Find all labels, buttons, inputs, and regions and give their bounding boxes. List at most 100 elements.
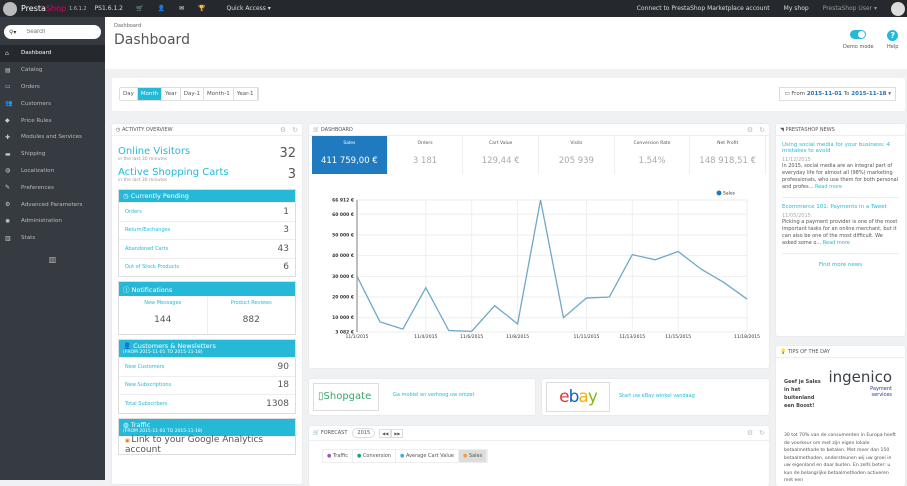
breadcrumb[interactable]: Dashboard bbox=[114, 23, 142, 29]
product-reviews-link[interactable]: Product Reviews bbox=[230, 300, 272, 306]
list-item[interactable]: New Subscriptions 18 bbox=[119, 375, 295, 395]
next-year-button[interactable]: ▶▶ bbox=[391, 428, 404, 438]
sidebar-item-advanced-parameters[interactable]: ⚙ Advanced Parameters bbox=[0, 196, 105, 213]
read-more-link[interactable]: Read more bbox=[822, 240, 850, 246]
collapse-sidebar-icon[interactable]: ▥ bbox=[48, 254, 57, 264]
item-label[interactable]: Abandoned Carts bbox=[125, 245, 169, 252]
user-icon[interactable]: 👤 bbox=[157, 5, 165, 12]
sidebar-item-dashboard[interactable]: ⌂ Dashboard bbox=[0, 45, 105, 62]
news-title-link[interactable]: Using social media for your business: 4 … bbox=[782, 142, 890, 154]
data-point[interactable] bbox=[470, 330, 473, 333]
shop-link[interactable]: PS1.6.1.2 bbox=[94, 5, 123, 12]
refresh-icon[interactable]: ↻ bbox=[759, 125, 765, 134]
data-point[interactable] bbox=[401, 328, 404, 331]
item-label[interactable]: Return/Exchanges bbox=[125, 227, 171, 234]
forecast-tab-sales[interactable]: ● Sales bbox=[458, 450, 488, 462]
kpi-net-profit[interactable]: Net Profit 148 918,51 € bbox=[690, 136, 767, 174]
data-point[interactable] bbox=[539, 199, 542, 202]
cart-icon[interactable]: 🛒 bbox=[135, 5, 144, 12]
filter-day[interactable]: Day bbox=[120, 88, 138, 100]
list-item[interactable]: Total Subscribers 1308 bbox=[119, 394, 295, 413]
data-point[interactable] bbox=[746, 298, 749, 301]
ebay-link[interactable]: Start uw eBay winkel vandaag bbox=[619, 393, 695, 399]
ga-link[interactable]: ▣ Link to your Google Analytics account bbox=[125, 435, 289, 455]
search-input[interactable] bbox=[26, 29, 87, 35]
filter-day-1[interactable]: Day-1 bbox=[181, 88, 205, 100]
refresh-icon[interactable]: ↻ bbox=[759, 429, 765, 437]
config-icon[interactable]: ⚙ bbox=[746, 429, 754, 437]
read-more-link[interactable]: Read more bbox=[814, 184, 843, 190]
data-point[interactable] bbox=[562, 316, 565, 319]
sidebar-item-shipping[interactable]: ▬ Shipping bbox=[0, 146, 105, 163]
shopgate-logo[interactable]: ▯Shopgate bbox=[313, 383, 379, 411]
filter-month-1[interactable]: Month-1 bbox=[204, 88, 234, 100]
shopgate-link[interactable]: Ga mobiel en verhoog uw omzet bbox=[393, 392, 475, 398]
prev-year-button[interactable]: ◀◀ bbox=[379, 428, 392, 438]
avatar[interactable] bbox=[891, 1, 905, 16]
sidebar-item-catalog[interactable]: ▤ Catalog bbox=[0, 62, 105, 79]
item-label[interactable]: New Subscriptions bbox=[125, 382, 172, 389]
legend-marker[interactable] bbox=[716, 190, 722, 196]
data-point[interactable] bbox=[631, 253, 634, 256]
data-point[interactable] bbox=[378, 320, 381, 323]
online-visitors-label[interactable]: Online Visitors bbox=[118, 146, 191, 157]
data-point[interactable] bbox=[700, 268, 703, 271]
kpi-visits[interactable]: Visits 205 939 bbox=[539, 136, 615, 174]
data-point[interactable] bbox=[608, 296, 611, 299]
help-button[interactable]: ? Help bbox=[887, 30, 898, 50]
my-shop-link[interactable]: My shop bbox=[783, 5, 809, 12]
sidebar-item-modules-and-services[interactable]: ✚ Modules and Services bbox=[0, 129, 105, 146]
sidebar-item-localization[interactable]: ◍ Localization bbox=[0, 163, 105, 180]
search-icon[interactable]: ⚲▾ bbox=[9, 28, 17, 36]
data-point[interactable] bbox=[447, 329, 450, 332]
new-messages-link[interactable]: New Messages bbox=[144, 300, 182, 306]
forecast-tab-average-cart-value[interactable]: ● Average Cart Value bbox=[396, 450, 459, 462]
data-point[interactable] bbox=[493, 304, 496, 307]
sidebar-item-stats[interactable]: ▥ Stats bbox=[0, 230, 105, 247]
forecast-tab-conversion[interactable]: ● Conversion bbox=[353, 450, 396, 462]
data-point[interactable] bbox=[585, 297, 588, 300]
list-item[interactable]: Out of Stock Products 6 bbox=[119, 257, 295, 277]
prestashop-logo[interactable] bbox=[3, 1, 17, 16]
config-icon[interactable]: ⚙ bbox=[746, 125, 754, 134]
ingenico-logo[interactable]: ingenico Payment services bbox=[818, 368, 892, 398]
filter-month[interactable]: Month bbox=[137, 88, 163, 100]
quick-access-menu[interactable]: Quick Access ▾ bbox=[226, 5, 271, 12]
user-menu[interactable]: PrestaShop User ▾ bbox=[822, 5, 877, 12]
kpi-cart-value[interactable]: Cart Value 129,44 € bbox=[463, 136, 540, 174]
sidebar-item-preferences[interactable]: ✎ Preferences bbox=[0, 179, 105, 196]
data-point[interactable] bbox=[424, 286, 427, 289]
demo-mode-toggle[interactable]: Demo mode bbox=[843, 30, 874, 50]
filter-year-1[interactable]: Year-1 bbox=[234, 88, 258, 100]
list-item[interactable]: New Customers 90 bbox=[119, 357, 295, 376]
item-label[interactable]: Orders bbox=[125, 208, 142, 215]
sidebar-item-administration[interactable]: ✺ Administration bbox=[0, 213, 105, 230]
list-item[interactable]: Abandoned Carts 43 bbox=[119, 239, 295, 258]
kpi-conversion-rate[interactable]: Conversion Rate 1.54% bbox=[615, 136, 691, 174]
ebay-logo[interactable]: ebay bbox=[546, 382, 610, 412]
kpi-sales[interactable]: Sales 411 759,00 € bbox=[312, 136, 388, 174]
refresh-icon[interactable]: ↻ bbox=[292, 125, 298, 134]
item-label[interactable]: Total Subscribers bbox=[125, 400, 168, 407]
filter-year[interactable]: Year bbox=[162, 88, 181, 100]
data-point[interactable] bbox=[677, 250, 680, 253]
data-point[interactable] bbox=[516, 322, 519, 325]
data-point[interactable] bbox=[356, 275, 359, 278]
item-label[interactable]: Out of Stock Products bbox=[125, 264, 180, 271]
news-title-link[interactable]: Ecommerce 101: Payments in a Tweet bbox=[782, 204, 887, 210]
config-icon[interactable]: ⚙ bbox=[279, 125, 287, 134]
data-point[interactable] bbox=[654, 258, 657, 261]
marketplace-connect-link[interactable]: Connect to PrestaShop Marketplace accoun… bbox=[636, 5, 770, 12]
sidebar-item-customers[interactable]: 👥 Customers bbox=[0, 95, 105, 112]
mail-icon[interactable]: ✉ bbox=[178, 5, 184, 12]
list-item[interactable]: Orders 1 bbox=[119, 202, 295, 221]
find-more-news-link[interactable]: Find more news bbox=[818, 262, 863, 268]
date-range-picker[interactable]: ▭ From 2015-11-01 To 2015-11-18 ▾ bbox=[779, 87, 896, 101]
data-point[interactable] bbox=[723, 281, 726, 284]
kpi-orders[interactable]: Orders 3 181 bbox=[388, 136, 464, 174]
item-label[interactable]: New Customers bbox=[125, 363, 165, 370]
forecast-tab-traffic[interactable]: ● Traffic bbox=[323, 450, 353, 462]
active-carts-label[interactable]: Active Shopping Carts bbox=[118, 167, 229, 178]
trophy-icon[interactable]: 🏆 bbox=[197, 5, 206, 12]
sidebar-item-orders[interactable]: ▭ Orders bbox=[0, 79, 105, 96]
